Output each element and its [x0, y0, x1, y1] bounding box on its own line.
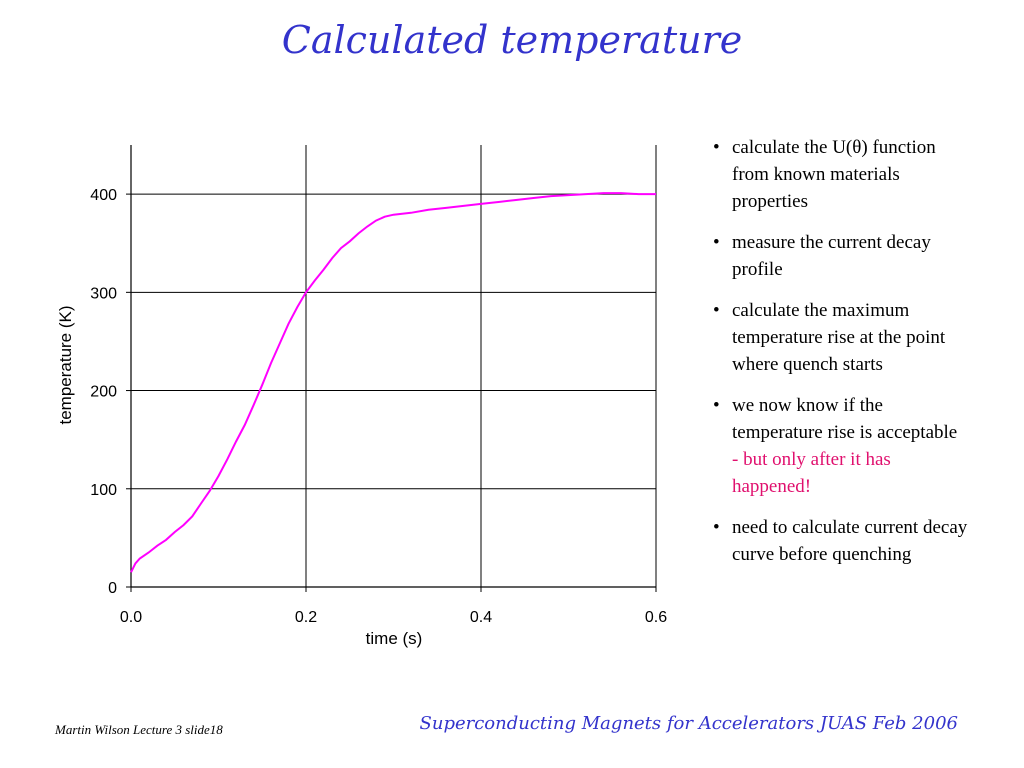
y-tick-label: 300 [90, 285, 117, 302]
bullet-list: calculate the U(θ) function from known m… [712, 134, 972, 582]
y-tick-label: 0 [108, 580, 117, 597]
slide-title: Calculated temperature [281, 18, 743, 62]
bullet-item: we now know if the temperature rise is a… [712, 392, 972, 500]
x-tick-label: 0.2 [295, 609, 317, 626]
footer-course: Superconducting Magnets for Accelerators… [419, 713, 958, 734]
x-tick-label: 0.6 [645, 609, 667, 626]
x-axis-title: time (s) [366, 629, 423, 648]
chart-axes [126, 145, 657, 592]
y-tick-label: 200 [90, 384, 117, 401]
bullet-item: need to calculate current decay curve be… [712, 514, 972, 568]
temperature-curve [130, 192, 656, 573]
chart-tick-labels: 0 100 200 300 400 0.0 0.2 0.4 0.6 [90, 187, 667, 626]
bullet-note: - but only after it has happened! [732, 449, 891, 497]
y-axis-title: temperature (K) [56, 305, 75, 424]
x-tick-label: 0.4 [470, 609, 492, 626]
chart-grid [131, 145, 657, 587]
y-tick-label: 400 [90, 187, 117, 204]
y-tick-label: 100 [90, 482, 117, 499]
x-tick-label: 0.0 [120, 609, 142, 626]
bullet-item: calculate the U(θ) function from known m… [712, 134, 972, 215]
bullet-item: measure the current decay profile [712, 229, 972, 283]
bullet-item: calculate the maximum temperature rise a… [712, 297, 972, 378]
footer-author: Martin Wilson Lecture 3 slide18 [55, 722, 223, 737]
